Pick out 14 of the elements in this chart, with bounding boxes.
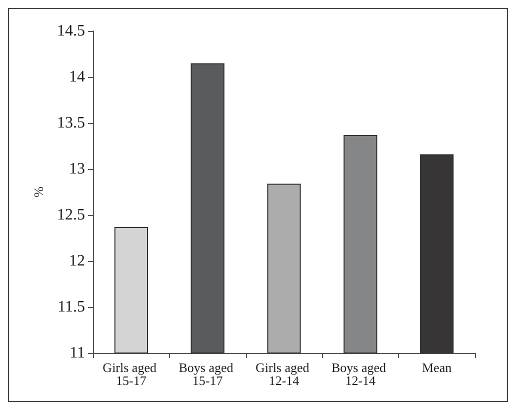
x-tick-label: Boys aged 15-17 — [178, 360, 236, 388]
y-tick-label: 12.5 — [57, 206, 85, 224]
y-tick-label: 13.5 — [57, 114, 85, 132]
y-tick-label: 11 — [70, 344, 85, 362]
x-tick-label: Girls aged 12-14 — [255, 360, 313, 388]
y-tick-label: 12 — [69, 252, 85, 270]
y-tick-label: 14 — [69, 68, 85, 86]
x-tick-label: Boys aged 12-14 — [332, 360, 390, 388]
y-tick-label: 14.5 — [57, 22, 85, 40]
x-tick-label: Girls aged 15-17 — [102, 360, 160, 388]
y-tick-label: 13 — [69, 160, 85, 178]
y-tick-label: 11.5 — [58, 298, 85, 316]
x-tick-label: Mean — [422, 360, 452, 375]
y-axis-title: % — [31, 186, 46, 198]
